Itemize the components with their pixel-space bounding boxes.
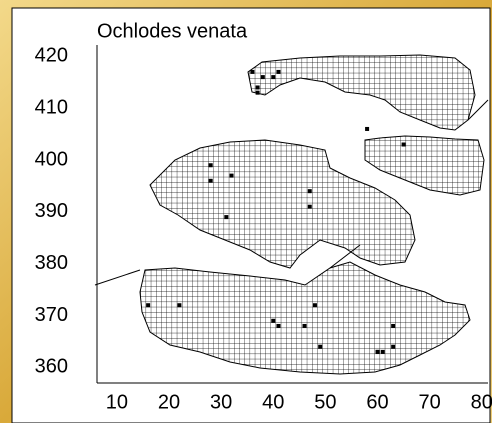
x-tick-label: 70 (419, 391, 441, 413)
y-tick-label: 380 (35, 252, 68, 274)
y-tick-label: 370 (35, 304, 68, 326)
island-north (247, 54, 476, 131)
record-point (229, 173, 234, 178)
x-tick-label: 30 (210, 391, 232, 413)
record-point (391, 323, 396, 328)
y-tick-label: 390 (35, 200, 68, 222)
island-south (139, 261, 471, 375)
record-point (177, 303, 182, 308)
record-point (391, 344, 396, 349)
island-east (364, 135, 485, 196)
x-tick-label: 50 (314, 391, 336, 413)
record-point (271, 75, 276, 80)
island-middle (149, 139, 416, 269)
x-tick-label: 10 (106, 391, 128, 413)
land-areas (139, 54, 485, 375)
record-point (255, 85, 260, 90)
y-tick-label: 420 (35, 45, 68, 67)
record-point (375, 349, 380, 354)
record-point (401, 142, 406, 147)
record-point (255, 90, 260, 95)
record-point (224, 215, 229, 220)
x-tick-label: 80 (471, 391, 492, 413)
record-point (380, 349, 385, 354)
record-point (146, 303, 151, 308)
record-point (276, 69, 281, 74)
record-point (307, 189, 312, 194)
record-point (302, 323, 307, 328)
record-point (208, 178, 213, 183)
x-tick-label: 60 (366, 391, 388, 413)
coast-lines (94, 99, 489, 286)
x-tick-label: 20 (158, 391, 180, 413)
chart-title: Ochlodes venata (97, 20, 248, 42)
y-tick-label: 360 (35, 356, 68, 378)
record-point (318, 344, 323, 349)
record-point (208, 163, 213, 168)
record-point (312, 303, 317, 308)
record-point (260, 75, 265, 80)
y-tick-label: 410 (35, 96, 68, 118)
record-point (250, 69, 255, 74)
x-tick-label: 40 (262, 391, 284, 413)
record-point (365, 126, 370, 131)
record-point (276, 323, 281, 328)
record-point (307, 204, 312, 209)
record-point (271, 318, 276, 323)
y-tick-label: 400 (35, 148, 68, 170)
